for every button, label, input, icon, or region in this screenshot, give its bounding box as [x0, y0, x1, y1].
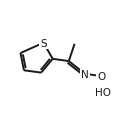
Text: O: O: [97, 71, 105, 81]
Text: HO: HO: [95, 87, 111, 97]
Text: N: N: [81, 69, 89, 79]
Text: S: S: [40, 38, 47, 48]
